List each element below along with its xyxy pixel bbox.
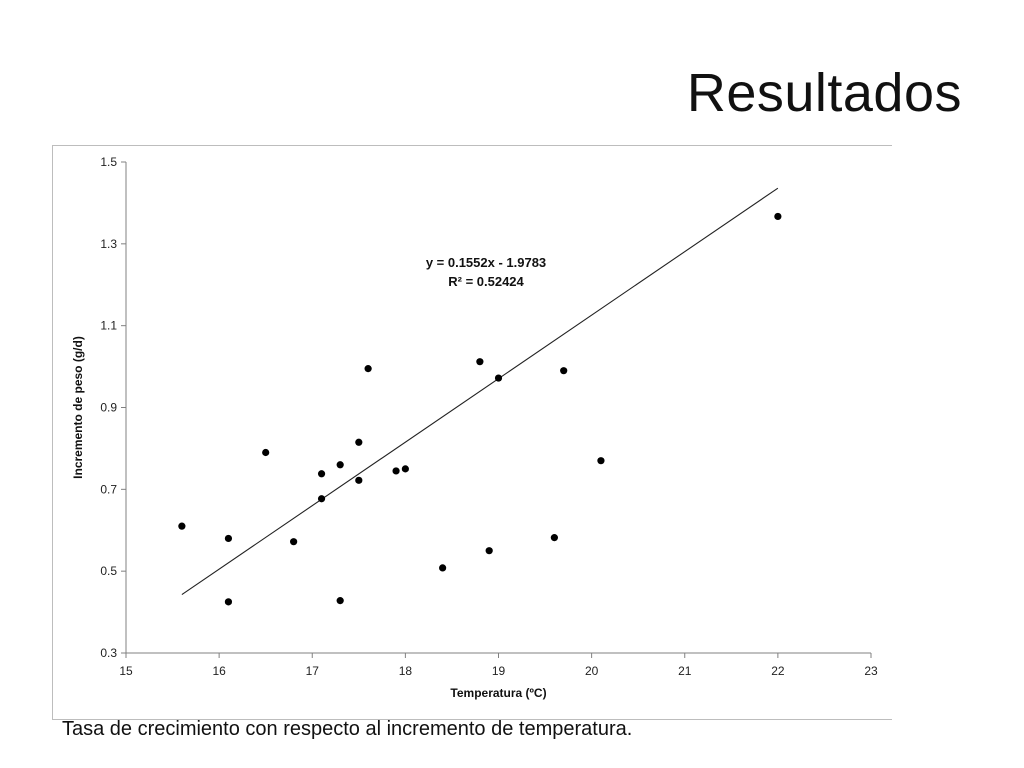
trendline-equation: y = 0.1552x - 1.9783 — [426, 255, 546, 270]
x-tick-label: 17 — [306, 664, 320, 678]
y-tick-label: 1.5 — [100, 155, 117, 169]
x-tick-label: 21 — [678, 664, 692, 678]
data-point — [317, 495, 326, 503]
data-point — [336, 597, 344, 605]
x-axis-title: Temperatura (ºC) — [450, 686, 546, 700]
x-tick-label: 19 — [492, 664, 506, 678]
y-tick-label: 1.3 — [100, 237, 117, 251]
x-tick-label: 22 — [771, 664, 785, 678]
data-point — [485, 547, 493, 555]
chart-caption: Tasa de crecimiento con respecto al incr… — [62, 718, 633, 740]
data-points — [178, 212, 782, 606]
data-point — [364, 365, 372, 373]
y-tick-label: 0.7 — [100, 482, 117, 496]
data-point — [262, 448, 270, 457]
data-point — [392, 467, 400, 475]
chart-labels: 0.3 0.5 0.7 0.9 1.1 1.3 1.5 15 16 17 18 19 20 21 22 23 T… — [71, 155, 878, 700]
x-tick-label: 18 — [399, 664, 413, 678]
y-tick-label: 0.3 — [100, 646, 117, 660]
y-tick-label: 0.9 — [100, 401, 117, 415]
data-point — [224, 598, 233, 606]
data-point — [355, 476, 363, 484]
chart-frame: 0.3 0.5 0.7 0.9 1.1 1.3 1.5 15 16 17 18 19 20 21 22 23 T… — [52, 145, 892, 720]
data-point — [597, 457, 605, 465]
trendline — [181, 187, 779, 596]
data-point — [355, 438, 363, 446]
y-axis-title: Incremento de peso (g/d) — [71, 336, 85, 479]
y-tick-label: 1.1 — [100, 319, 117, 333]
slide-title: Resultados — [686, 63, 962, 123]
data-point — [439, 564, 447, 572]
data-point — [224, 534, 233, 543]
data-point — [494, 374, 503, 382]
x-tick-label: 15 — [119, 664, 133, 678]
x-tick-label: 20 — [585, 664, 599, 678]
trendline-r-squared: R² = 0.52424 — [448, 274, 524, 289]
axes — [121, 161, 872, 658]
data-point — [401, 465, 409, 473]
scatter-chart: 0.3 0.5 0.7 0.9 1.1 1.3 1.5 15 16 17 18 19 20 21 22 23 T… — [71, 155, 878, 700]
data-point — [550, 534, 558, 542]
data-point — [317, 470, 326, 478]
data-point — [476, 358, 484, 366]
data-point — [290, 538, 298, 546]
data-point — [178, 522, 186, 530]
data-point — [336, 461, 344, 469]
data-point — [560, 367, 568, 375]
x-tick-label: 16 — [212, 664, 226, 678]
data-point — [774, 212, 782, 221]
y-tick-label: 0.5 — [100, 564, 117, 578]
trendline-line — [181, 187, 779, 596]
x-tick-label: 23 — [864, 664, 878, 678]
